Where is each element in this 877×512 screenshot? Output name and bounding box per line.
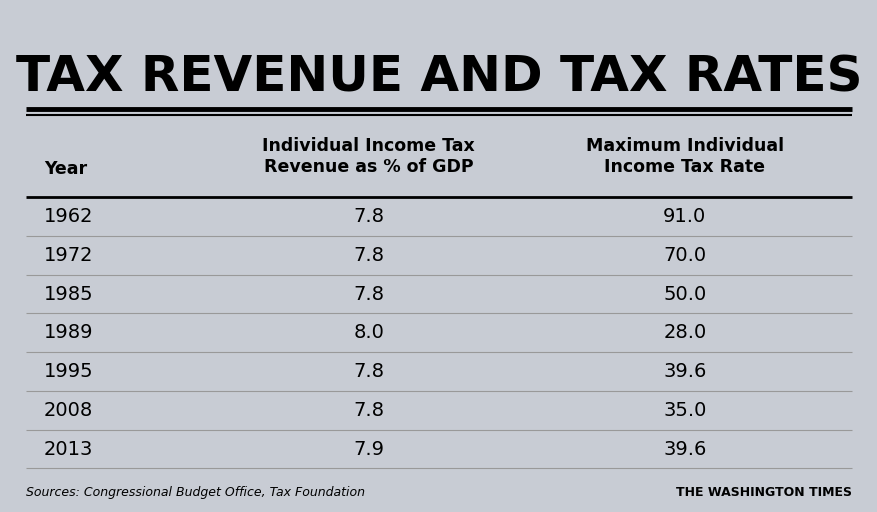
Text: 8.0: 8.0 [353, 323, 384, 343]
Text: 2013: 2013 [44, 440, 93, 459]
Text: 1995: 1995 [44, 362, 94, 381]
Text: 1972: 1972 [44, 246, 93, 265]
Text: 39.6: 39.6 [662, 440, 706, 459]
Text: 1989: 1989 [44, 323, 93, 343]
Text: 7.9: 7.9 [353, 440, 384, 459]
Text: 7.8: 7.8 [353, 246, 384, 265]
Text: Sources: Congressional Budget Office, Tax Foundation: Sources: Congressional Budget Office, Ta… [26, 486, 365, 499]
Text: Maximum Individual
Income Tax Rate: Maximum Individual Income Tax Rate [585, 137, 783, 176]
Text: 7.8: 7.8 [353, 285, 384, 304]
Text: 7.8: 7.8 [353, 362, 384, 381]
Text: 28.0: 28.0 [662, 323, 706, 343]
Text: Individual Income Tax
Revenue as % of GDP: Individual Income Tax Revenue as % of GD… [262, 137, 474, 176]
Text: 91.0: 91.0 [662, 207, 706, 226]
Text: 1962: 1962 [44, 207, 93, 226]
Text: TAX REVENUE AND TAX RATES: TAX REVENUE AND TAX RATES [16, 54, 861, 102]
Text: 7.8: 7.8 [353, 401, 384, 420]
Text: Year: Year [44, 160, 87, 178]
Text: 2008: 2008 [44, 401, 93, 420]
Text: 7.8: 7.8 [353, 207, 384, 226]
Text: THE WASHINGTON TIMES: THE WASHINGTON TIMES [675, 486, 851, 499]
Text: 50.0: 50.0 [662, 285, 706, 304]
Text: 39.6: 39.6 [662, 362, 706, 381]
Text: 1985: 1985 [44, 285, 94, 304]
Text: 35.0: 35.0 [662, 401, 706, 420]
Text: 70.0: 70.0 [662, 246, 706, 265]
